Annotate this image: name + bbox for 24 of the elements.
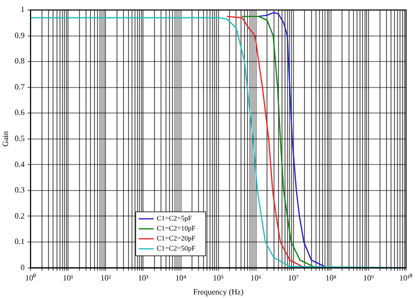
x-tick-label: 10⁵ bbox=[212, 274, 224, 283]
x-tick-label: 10² bbox=[100, 274, 112, 283]
y-tick-label: 1 bbox=[20, 5, 25, 14]
x-tick-label: 10¹ bbox=[62, 274, 74, 283]
y-tick-label: 0 bbox=[20, 262, 25, 272]
x-axis-title: Frequency (Hz) bbox=[193, 287, 244, 296]
y-tick-label: 0.3 bbox=[14, 186, 25, 195]
y-tick-label: 0.7 bbox=[14, 82, 25, 92]
y-tick-label: 0.1 bbox=[14, 237, 25, 246]
y-tick-label: 0.8 bbox=[14, 56, 25, 66]
y-tick-label: 0.9 bbox=[14, 30, 25, 40]
x-tick-label: 10⁷ bbox=[288, 274, 299, 283]
x-tick-label: 10⁴ bbox=[175, 274, 186, 283]
x-tick-label: 10⁸ bbox=[326, 274, 337, 283]
x-tick-label: 10⁰ bbox=[25, 274, 36, 283]
x-tick-label: 10³ bbox=[138, 274, 150, 283]
y-tick-label: 0.2 bbox=[14, 211, 25, 220]
y-tick-label: 0.6 bbox=[14, 108, 25, 118]
y-tick-label: 0.4 bbox=[14, 160, 25, 169]
y-axis-title: Gain bbox=[0, 131, 10, 147]
x-tick-label: 10⁹ bbox=[363, 274, 374, 283]
x-tick-label: 10¹⁰ bbox=[399, 274, 413, 283]
y-tick-label: 0.5 bbox=[14, 134, 25, 143]
x-tick-label: 10⁶ bbox=[250, 274, 262, 283]
